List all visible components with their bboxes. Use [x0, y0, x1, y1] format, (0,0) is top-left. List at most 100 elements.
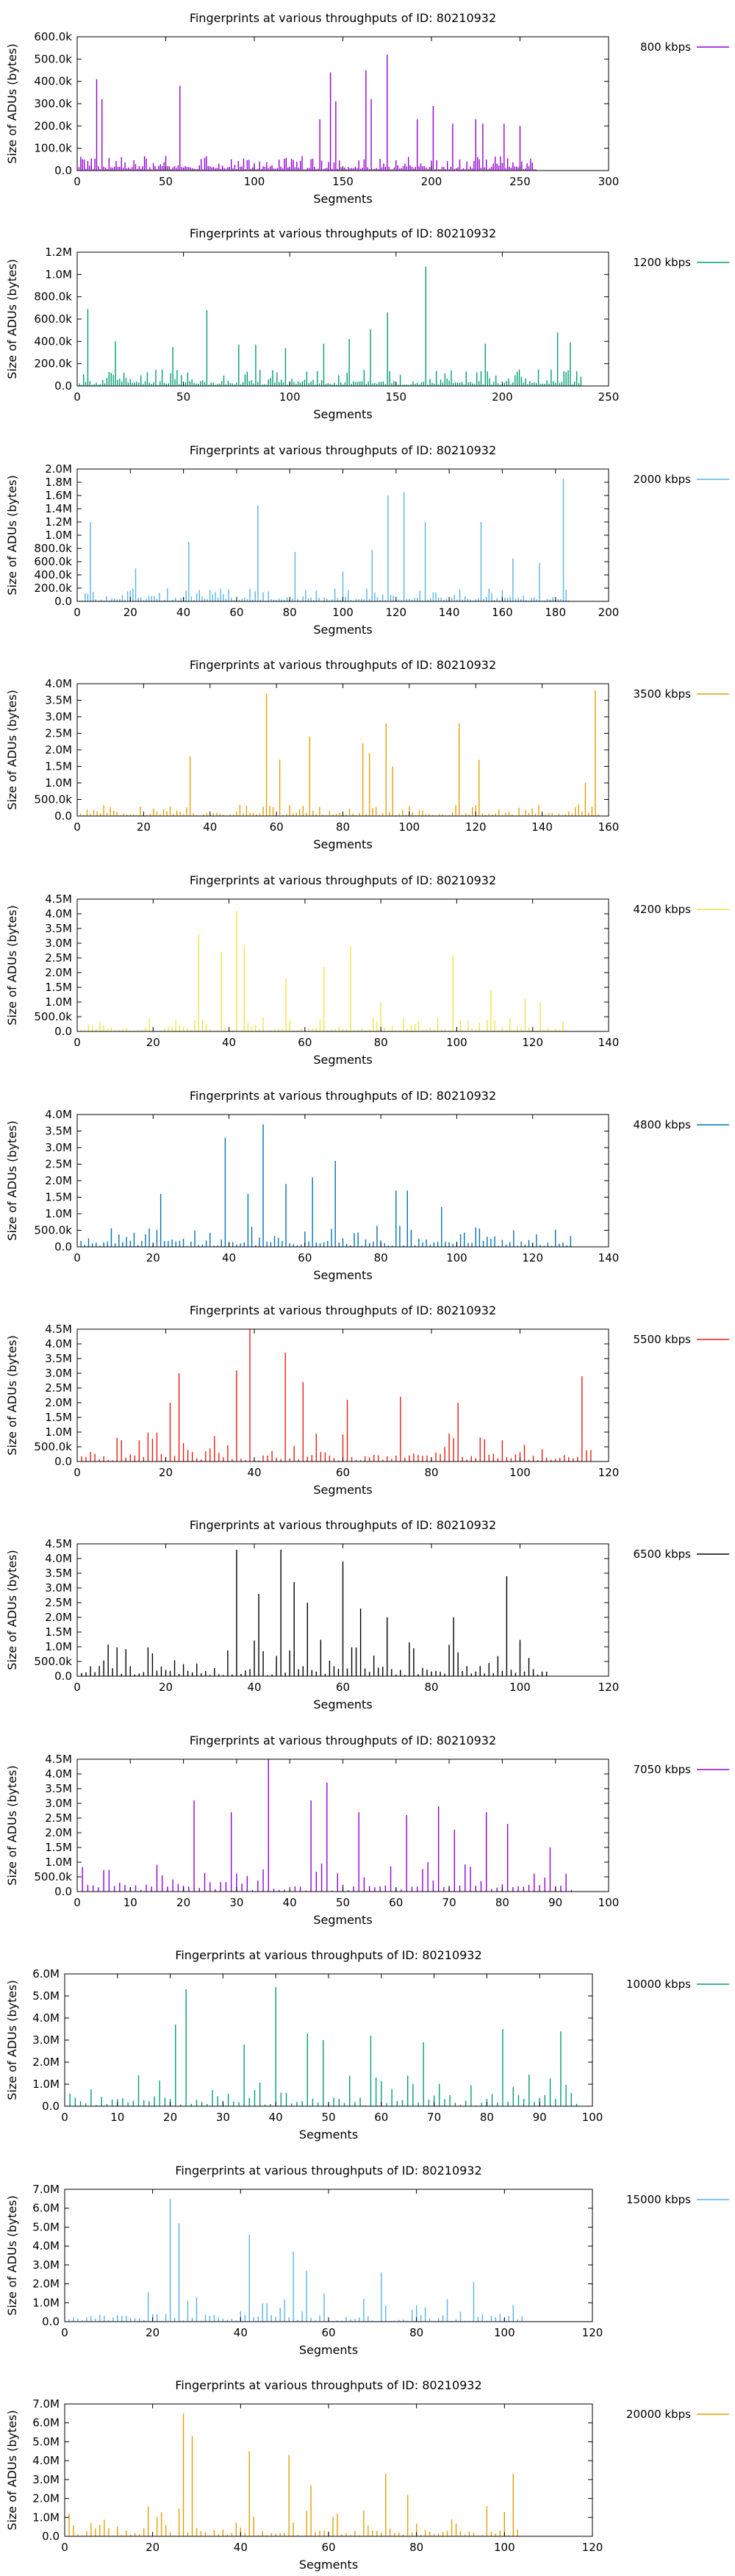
y-tick-label: 5.0M — [32, 2220, 60, 2233]
y-tick-label: 1.4M — [45, 502, 72, 515]
y-tick-label: 4.5M — [45, 892, 72, 906]
plot-frame — [76, 683, 609, 817]
y-tick-label: 6.0M — [32, 1967, 60, 1981]
x-tick-label: 100 — [332, 606, 354, 619]
x-tick-label: 40 — [222, 1251, 236, 1264]
x-axis-label: Segments — [313, 623, 372, 637]
x-tick-label: 80 — [480, 2111, 494, 2124]
legend: 20000 kbps — [626, 2408, 729, 2421]
legend: 4800 kbps — [634, 1118, 729, 1131]
bar-series — [69, 1987, 578, 2106]
x-tick-label: 40 — [269, 2111, 283, 2124]
y-axis-label: Size of ADUs (bytes) — [5, 2195, 19, 2315]
x-tick-label: 80 — [424, 1681, 438, 1694]
plot-frame — [64, 2189, 593, 2322]
x-tick-label: 300 — [598, 175, 620, 188]
chart-title: Fingerprints at various throughputs of I… — [175, 1948, 481, 1962]
y-tick-label: 3.5M — [45, 1567, 72, 1580]
x-tick-label: 120 — [522, 1036, 543, 1049]
x-tick-label: 50 — [176, 390, 190, 404]
y-tick-label: 4.0M — [45, 907, 72, 920]
y-tick-label: 4.0M — [45, 1108, 72, 1121]
legend-label: 10000 kbps — [626, 1978, 691, 1991]
x-tick-label: 0 — [61, 2111, 68, 2124]
x-tick-label: 20 — [159, 1466, 173, 1479]
chart-6: Fingerprints at various throughputs of I… — [5, 1089, 729, 1282]
bar-series — [68, 2198, 523, 2322]
y-tick-label: 3.0M — [32, 2473, 60, 2486]
y-tick-label: 0.0 — [54, 379, 72, 393]
x-tick-label: 60 — [389, 1896, 403, 1909]
x-tick-label: 120 — [522, 1251, 543, 1264]
x-tick-label: 0 — [74, 1036, 81, 1049]
y-tick-label: 1.5M — [45, 1191, 72, 1204]
bar-series — [81, 1550, 548, 1676]
x-tick-label: 250 — [598, 390, 620, 404]
y-tick-label: 1.0M — [45, 1640, 72, 1653]
y-axis-label: Size of ADUs (bytes) — [5, 1765, 19, 1885]
plot-frame — [76, 898, 609, 1032]
chart-7: Fingerprints at various throughputs of I… — [5, 1303, 729, 1497]
x-tick-label: 20 — [123, 606, 137, 619]
y-tick-label: 0.0 — [54, 1455, 72, 1468]
x-tick-label: 60 — [298, 1036, 312, 1049]
legend: 15000 kbps — [626, 2193, 729, 2206]
y-tick-label: 1.5M — [45, 1841, 72, 1854]
x-tick-label: 40 — [247, 1681, 261, 1694]
y-tick-label: 300.0k — [34, 97, 72, 110]
chart-title: Fingerprints at various throughputs of I… — [175, 2378, 481, 2392]
plot-frame — [76, 251, 609, 387]
y-tick-label: 3.0M — [45, 1797, 72, 1810]
y-tick-label: 0.0 — [42, 2530, 60, 2543]
x-tick-label: 30 — [216, 2111, 230, 2124]
y-tick-label: 1.5M — [45, 760, 72, 773]
y-tick-label: 2.5M — [45, 1381, 72, 1395]
y-tick-label: 3.5M — [45, 694, 72, 707]
y-tick-label: 500.0k — [34, 1010, 72, 1023]
x-tick-label: 0 — [61, 2326, 68, 2339]
x-tick-label: 0 — [74, 1681, 81, 1694]
y-tick-label: 3.0M — [45, 937, 72, 950]
y-tick-label: 200.0k — [34, 582, 72, 595]
y-tick-label: 500.0k — [34, 1440, 72, 1453]
legend-label: 2000 kbps — [634, 473, 692, 486]
x-tick-label: 100 — [446, 1251, 467, 1264]
y-tick-label: 0.0 — [54, 164, 72, 177]
chart-3: Fingerprints at various throughputs of I… — [5, 443, 729, 637]
y-tick-label: 4.5M — [45, 1753, 72, 1766]
legend-label: 4200 kbps — [634, 903, 692, 916]
x-tick-label: 100 — [598, 1896, 620, 1909]
y-tick-label: 4.0M — [45, 1552, 72, 1565]
x-tick-label: 100 — [509, 1466, 531, 1479]
x-tick-label: 200 — [492, 390, 513, 404]
legend: 4200 kbps — [634, 903, 729, 916]
x-tick-label: 140 — [439, 606, 460, 619]
x-tick-label: 60 — [336, 1681, 350, 1694]
y-axis-label: Size of ADUs (bytes) — [5, 2410, 19, 2530]
y-tick-label: 3.0M — [45, 1581, 72, 1595]
chart-title: Fingerprints at various throughputs of I… — [175, 2164, 481, 2178]
x-tick-label: 0 — [74, 1251, 81, 1264]
legend-label: 5500 kbps — [634, 1333, 692, 1346]
legend: 1200 kbps — [634, 256, 729, 269]
legend: 5500 kbps — [634, 1333, 729, 1346]
x-tick-label: 100 — [582, 2111, 603, 2124]
x-tick-label: 60 — [321, 2541, 335, 2554]
chart-title: Fingerprints at various throughputs of I… — [190, 658, 496, 672]
x-tick-label: 0 — [61, 2541, 68, 2554]
x-tick-label: 100 — [446, 1036, 467, 1049]
x-tick-label: 40 — [234, 2541, 248, 2554]
y-tick-label: 5.0M — [32, 2435, 60, 2448]
chart-11: Fingerprints at various throughputs of I… — [5, 2164, 729, 2357]
y-tick-label: 2.5M — [45, 727, 72, 740]
plot-frame — [64, 1973, 593, 2107]
y-tick-label: 1.5M — [45, 1625, 72, 1639]
y-tick-label: 2.5M — [45, 1596, 72, 1609]
y-tick-label: 0.0 — [42, 2100, 60, 2113]
y-tick-label: 4.0M — [32, 2454, 60, 2467]
x-tick-label: 20 — [159, 1681, 173, 1694]
y-tick-label: 2.0M — [45, 1174, 72, 1187]
y-axis-label: Size of ADUs (bytes) — [5, 1980, 19, 2100]
x-tick-label: 80 — [409, 2541, 423, 2554]
